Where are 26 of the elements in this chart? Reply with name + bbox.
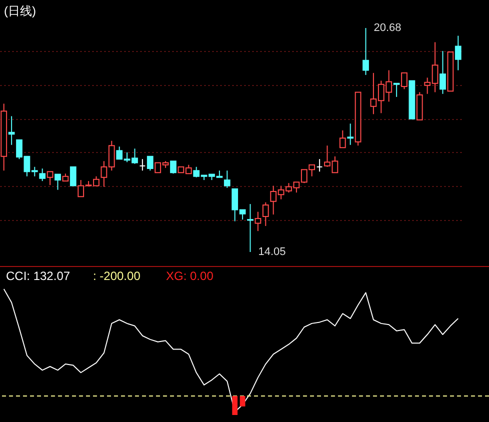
- candlestick: [254, 211, 262, 232]
- text: XG: 0.00: [166, 269, 214, 283]
- candlestick: [401, 72, 408, 90]
- candlestick: [440, 50, 446, 94]
- candlestick: [54, 174, 61, 190]
- candlestick: [247, 204, 254, 252]
- candlestick: [224, 170, 230, 188]
- candlestick: [139, 158, 146, 172]
- candlestick: [70, 166, 76, 186]
- candlestick: [347, 123, 354, 146]
- candlestick: [262, 202, 269, 226]
- annotation: 20.68: [374, 22, 402, 34]
- text: CCI: 132.07: [6, 269, 70, 283]
- candlestick: [170, 160, 176, 174]
- candlestick: [146, 156, 154, 172]
- candlestick: [393, 82, 400, 98]
- candlestick: [362, 28, 369, 76]
- chart-title: (日线): [4, 4, 36, 18]
- annotation: 14.05: [258, 246, 286, 258]
- candlestick: [46, 171, 54, 186]
- candlestick: [454, 35, 462, 71]
- candlestick: [339, 130, 346, 148]
- text: : -200.00: [93, 269, 141, 283]
- candlestick: [8, 116, 15, 146]
- candlestick: [316, 158, 323, 172]
- candlestick: [39, 168, 46, 182]
